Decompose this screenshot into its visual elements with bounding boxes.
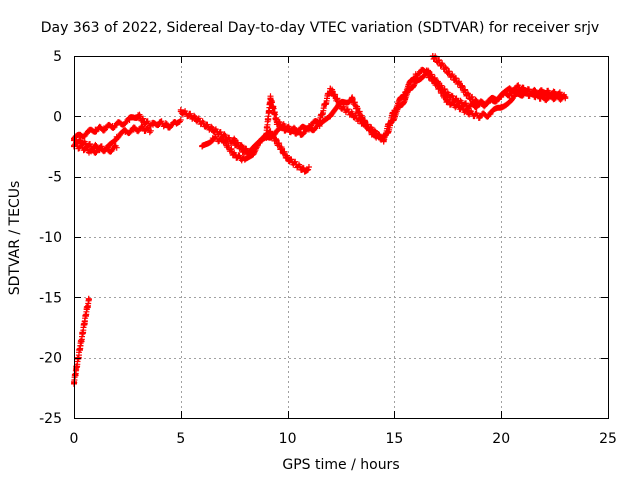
y-tick-label: 5 bbox=[53, 49, 62, 65]
x-tick-label: 10 bbox=[279, 431, 297, 447]
data-layer bbox=[71, 53, 569, 387]
y-axis-label: SDTVAR / TECUs bbox=[7, 180, 23, 296]
y-tick-label: -5 bbox=[48, 170, 62, 186]
y-tick-label: -20 bbox=[39, 351, 62, 367]
chart-title: Day 363 of 2022, Sidereal Day-to-day VTE… bbox=[40, 20, 600, 36]
series-marker-band bbox=[71, 111, 183, 142]
x-tick-label: 25 bbox=[599, 431, 617, 447]
x-tick-label: 5 bbox=[176, 431, 185, 447]
x-tick-label: 0 bbox=[70, 431, 79, 447]
y-tick-label: -25 bbox=[39, 411, 62, 427]
y-tick-label: 0 bbox=[53, 109, 62, 125]
series-marker-band bbox=[231, 68, 568, 156]
x-tick-label: 20 bbox=[492, 431, 510, 447]
series-sdtvar-f bbox=[231, 68, 569, 156]
series-early-drop bbox=[71, 295, 92, 387]
series-sdtvar-c bbox=[71, 135, 120, 155]
series-marker-band bbox=[199, 128, 312, 175]
y-tick-label: -15 bbox=[39, 290, 62, 306]
y-tick-label: -10 bbox=[39, 230, 62, 246]
series-sdtvar-a bbox=[71, 111, 184, 143]
tick-layer: 0 5 10 15 20 25 -25 -20 -15 -10 -5 0 5 bbox=[39, 49, 617, 447]
x-axis-label: GPS time / hours bbox=[282, 457, 400, 473]
x-tick-label: 15 bbox=[385, 431, 403, 447]
